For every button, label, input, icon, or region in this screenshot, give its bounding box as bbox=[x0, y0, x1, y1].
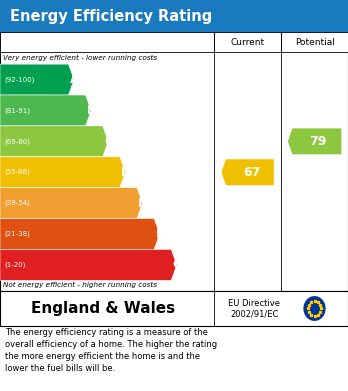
Polygon shape bbox=[0, 188, 143, 219]
Text: A: A bbox=[70, 73, 79, 86]
Text: (69-80): (69-80) bbox=[4, 138, 30, 145]
Bar bbox=[281, 32, 348, 52]
Text: Not energy efficient - higher running costs: Not energy efficient - higher running co… bbox=[3, 282, 158, 289]
Polygon shape bbox=[0, 157, 125, 188]
Text: Energy Efficiency Rating: Energy Efficiency Rating bbox=[10, 9, 213, 23]
Text: C: C bbox=[104, 135, 113, 148]
Bar bbox=[0, 32, 214, 52]
Text: (1-20): (1-20) bbox=[4, 262, 25, 268]
Polygon shape bbox=[0, 95, 91, 126]
Text: 67: 67 bbox=[243, 166, 260, 179]
Bar bbox=[0, 32, 348, 291]
Text: B: B bbox=[87, 104, 96, 117]
Bar bbox=[214, 32, 281, 52]
Text: EU Directive
2002/91/EC: EU Directive 2002/91/EC bbox=[228, 299, 280, 318]
Polygon shape bbox=[0, 219, 160, 249]
Text: Potential: Potential bbox=[295, 38, 334, 47]
Text: (92-100): (92-100) bbox=[4, 76, 34, 83]
Polygon shape bbox=[288, 128, 341, 154]
Text: G: G bbox=[173, 258, 182, 271]
Text: Very energy efficient - lower running costs: Very energy efficient - lower running co… bbox=[3, 55, 158, 61]
Polygon shape bbox=[0, 249, 177, 280]
Text: E: E bbox=[139, 197, 147, 210]
Text: The energy efficiency rating is a measure of the
overall efficiency of a home. T: The energy efficiency rating is a measur… bbox=[5, 328, 218, 373]
Polygon shape bbox=[221, 159, 274, 185]
Text: D: D bbox=[121, 166, 131, 179]
Circle shape bbox=[304, 297, 325, 320]
Text: 79: 79 bbox=[309, 135, 326, 148]
Polygon shape bbox=[0, 64, 74, 95]
Text: (39-54): (39-54) bbox=[4, 200, 30, 206]
Polygon shape bbox=[0, 126, 108, 157]
Bar bbox=[0, 0, 348, 32]
Text: (21-38): (21-38) bbox=[4, 231, 30, 237]
Bar bbox=[0, 291, 348, 326]
Text: (81-91): (81-91) bbox=[4, 107, 30, 114]
Text: F: F bbox=[156, 228, 164, 240]
Text: (55-68): (55-68) bbox=[4, 169, 30, 176]
Text: England & Wales: England & Wales bbox=[31, 301, 175, 316]
Text: Current: Current bbox=[230, 38, 265, 47]
